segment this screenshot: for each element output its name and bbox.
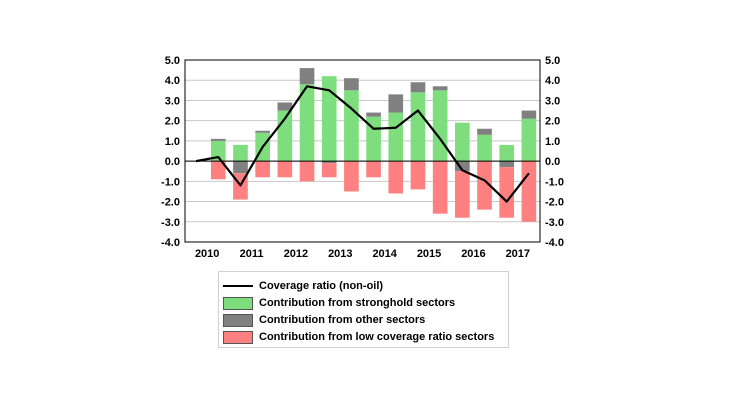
bars: [210, 68, 537, 222]
bar-segment: [499, 144, 515, 162]
legend-item-stronghold: Contribution from stronghold sectors: [223, 295, 455, 311]
bar-segment: [455, 171, 470, 218]
y-tick-label: 3.0: [545, 95, 560, 107]
bar-segment: [344, 90, 359, 162]
y-tick-label: 5.0: [545, 55, 560, 67]
y-tick-label: -1.0: [545, 176, 564, 188]
bar-segment: [455, 161, 470, 172]
y-tick-label: -2.0: [161, 197, 180, 209]
bar-segment: [277, 161, 293, 178]
bar-segment: [521, 161, 537, 222]
bar-segment: [321, 163, 337, 178]
bar-segment: [233, 144, 248, 162]
legend-label: Contribution from other sectors: [259, 314, 426, 326]
x-tick-label: 2012: [284, 248, 308, 260]
y-axis-left-ticks: 5.0 4.0 3.0 2.0 1.0 0.0 -1.0 -2.0 -3.0 -4.0: [161, 55, 180, 249]
bar-segment: [477, 161, 492, 210]
legend-swatch: [223, 313, 253, 327]
plot-frame: [184, 59, 541, 243]
bar-segment: [210, 161, 226, 180]
y-tick-label: -4.0: [161, 237, 180, 249]
legend-swatch: [223, 296, 253, 310]
x-tick-label: 2013: [328, 248, 352, 260]
bar-segment: [321, 76, 337, 162]
y-tick-label: 4.0: [545, 75, 560, 87]
y-tick-label: 3.0: [165, 95, 180, 107]
bar-segment: [432, 86, 448, 91]
legend-label: Contribution from stronghold sectors: [259, 297, 456, 309]
x-tick-label: 2017: [506, 248, 530, 260]
legend: Coverage ratio (non-oil) Contribution fr…: [218, 271, 509, 348]
legend-line-swatch: [223, 285, 253, 287]
bar-segment: [233, 161, 248, 174]
bar-segment: [388, 94, 404, 113]
y-tick-label: 4.0: [165, 75, 180, 87]
bar-segment: [255, 161, 270, 178]
bar-segment: [299, 161, 315, 182]
legend-swatch: [223, 330, 253, 344]
y-tick-label: 1.0: [165, 136, 180, 148]
y-tick-label: -2.0: [545, 197, 564, 209]
coverage-line: [195, 85, 530, 203]
y-tick-label: 1.0: [545, 136, 560, 148]
bar-segment: [432, 161, 448, 214]
y-tick-label: 0.0: [545, 156, 560, 168]
bar-segment: [388, 161, 404, 194]
legend-item-other: Contribution from other sectors: [223, 312, 425, 328]
bar-segment: [432, 90, 448, 162]
bar-segment: [366, 112, 381, 117]
x-tick-label: 2016: [461, 248, 485, 260]
y-tick-label: 2.0: [545, 116, 560, 128]
bar-segment: [477, 134, 492, 162]
y-tick-label: 0.0: [165, 156, 180, 168]
bar-segment: [366, 161, 381, 178]
x-tick-label: 2014: [372, 248, 397, 260]
x-tick-label: 2015: [417, 248, 441, 260]
y-tick-label: -3.0: [545, 217, 564, 229]
legend-label: Coverage ratio (non-oil): [259, 280, 384, 292]
bar-segment: [499, 161, 515, 168]
bar-segment: [277, 102, 293, 111]
y-axis-right-ticks: 5.0 4.0 3.0 2.0 1.0 0.0 -1.0 -2.0 -3.0 -4.0: [545, 55, 564, 249]
y-tick-label: 5.0: [165, 55, 180, 67]
bar-segment: [388, 112, 404, 162]
legend-label: Contribution from low coverage ratio sec…: [259, 331, 495, 343]
coverage-ratio-line: [195, 85, 530, 203]
bar-segment: [410, 82, 426, 93]
bar-segment: [299, 68, 315, 85]
y-tick-label: 2.0: [165, 116, 180, 128]
bar-segment: [521, 118, 537, 162]
bar-segment: [210, 140, 226, 162]
bar-segment: [344, 78, 359, 91]
bar-segment: [410, 161, 426, 190]
y-tick-label: -3.0: [161, 217, 180, 229]
bar-segment: [521, 110, 537, 119]
bar-segment: [410, 92, 426, 162]
bar-segment: [455, 122, 470, 162]
y-tick-label: -4.0: [545, 237, 564, 249]
bar-segment: [499, 167, 515, 218]
y-tick-label: -1.0: [161, 176, 180, 188]
bar-segment: [210, 138, 226, 141]
bar-segment: [255, 130, 270, 133]
bar-segment: [477, 128, 492, 135]
bar-segment: [299, 84, 315, 162]
axes: [184, 59, 541, 243]
chart: 5.0 4.0 3.0 2.0 1.0 0.0 -1.0 -2.0 -3.0 -4.0 5.0 4.…: [161, 55, 564, 260]
x-axis-ticks: 2010 2011 2012 2013 2014 2015 2016 2017: [195, 248, 530, 260]
bar-segment: [321, 161, 337, 164]
x-tick-label: 2011: [240, 248, 264, 260]
bar-segment: [344, 161, 359, 192]
x-tick-label: 2010: [195, 248, 219, 260]
legend-item-low: Contribution from low coverage ratio sec…: [223, 329, 494, 345]
legend-item-coverage: Coverage ratio (non-oil): [223, 278, 383, 294]
